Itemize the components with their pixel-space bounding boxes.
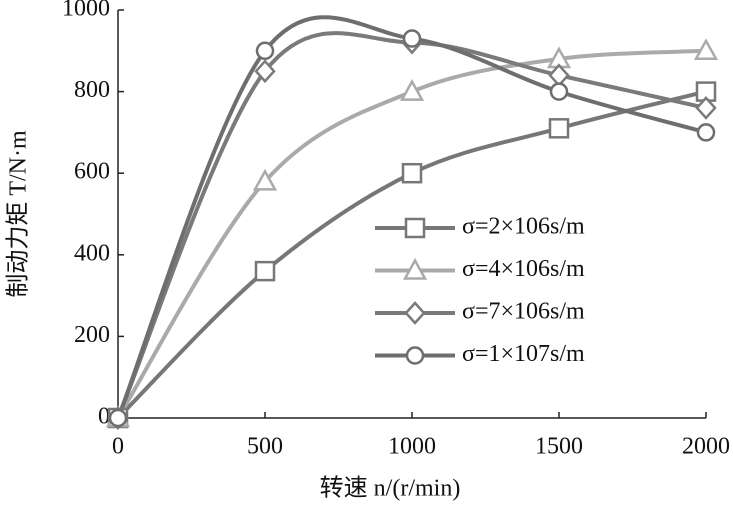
x-tick-label: 2000 [682,434,730,460]
marker [401,162,423,184]
series-line [116,15,707,419]
x-tick-label: 1500 [535,434,583,460]
y-tick-label: 600 [74,159,110,185]
legend-label: σ=4×106s/m [462,256,585,282]
marker [255,41,275,61]
legend-marker [404,301,426,325]
y-tick-label: 200 [74,322,110,348]
x-tick-label: 0 [112,434,124,460]
y-tick-label: 800 [74,77,110,103]
y-tick-label: 400 [74,240,110,266]
x-tick-label: 500 [247,434,283,460]
marker [695,96,717,120]
x-axis-label: 转速 n/(r/min) [320,475,461,502]
marker [252,168,278,191]
marker [254,59,276,84]
legend-marker [404,217,426,239]
legend-label: σ=1×107s/m [462,341,585,367]
series-line [116,89,707,420]
y-tick-label: 1000 [62,0,110,22]
y-tick-label: 0 [98,404,110,430]
x-tick-label: 1000 [388,434,436,460]
series-line [116,48,707,420]
marker [693,38,719,61]
marker [548,118,570,139]
marker [696,123,716,142]
legend-marker [405,346,425,365]
series-line [116,31,707,419]
y-axis-label: 制动力矩 T/N·m [5,130,32,298]
marker [108,408,128,428]
marker [399,79,425,101]
legend-marker [402,257,428,280]
legend-label: σ=7×106s/m [462,299,585,325]
legend-label: σ=2×106s/m [462,214,585,240]
marker [549,82,569,101]
marker [402,29,422,48]
marker [254,260,276,282]
marker [548,63,570,88]
